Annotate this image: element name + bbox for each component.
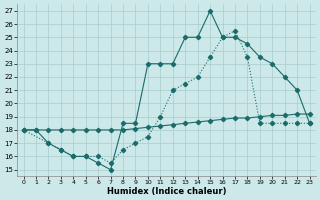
X-axis label: Humidex (Indice chaleur): Humidex (Indice chaleur) <box>107 187 226 196</box>
